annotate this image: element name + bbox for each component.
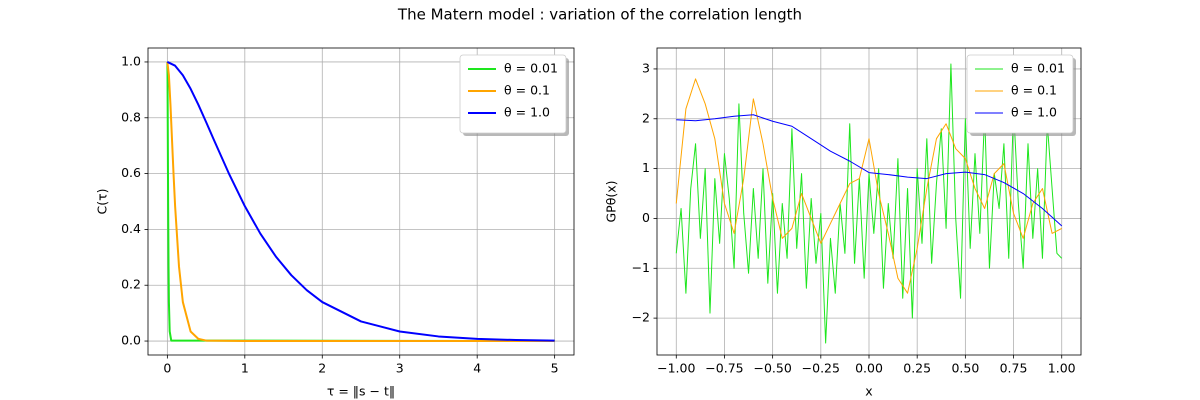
x-tick-label: 0.00 bbox=[855, 361, 883, 376]
y-axis-label: GPθ(x) bbox=[604, 180, 619, 222]
axes-frame bbox=[656, 47, 1082, 356]
y-tick-label: −1 bbox=[632, 260, 650, 275]
x-tick-label: −0.75 bbox=[705, 361, 743, 376]
series-line bbox=[166, 61, 555, 343]
y-tick-label: 0.2 bbox=[121, 277, 141, 292]
y-tick-label: 0.6 bbox=[121, 165, 141, 180]
legend-label: θ = 0.1 bbox=[1011, 83, 1057, 98]
x-tick-label: 3 bbox=[396, 361, 404, 376]
series-line bbox=[166, 61, 555, 343]
x-tick-label: 4 bbox=[473, 361, 481, 376]
x-axis-label: x bbox=[865, 384, 872, 399]
x-axis-label: τ = ‖s − t‖ bbox=[327, 384, 395, 399]
y-axis-label: C(τ) bbox=[95, 188, 110, 214]
series-line bbox=[675, 63, 1063, 344]
x-tick-label: −1.00 bbox=[657, 361, 695, 376]
legend-label: θ = 1.0 bbox=[504, 105, 550, 120]
y-tick-label: 1.0 bbox=[121, 53, 141, 68]
x-tick-label: 0.75 bbox=[1000, 361, 1028, 376]
y-tick-label: 0 bbox=[642, 210, 650, 225]
series-line bbox=[676, 114, 1063, 227]
y-tick-label: 2 bbox=[642, 110, 650, 125]
series-line bbox=[166, 61, 555, 342]
y-tick-label: 3 bbox=[642, 60, 650, 75]
y-tick-label: 0.8 bbox=[121, 109, 141, 124]
legend-label: θ = 0.01 bbox=[504, 61, 558, 76]
x-tick-label: 0 bbox=[163, 361, 171, 376]
legend-label: θ = 1.0 bbox=[1011, 105, 1057, 120]
x-tick-label: 1.00 bbox=[1048, 361, 1076, 376]
x-tick-label: −0.50 bbox=[753, 361, 791, 376]
x-tick-label: 0.25 bbox=[903, 361, 931, 376]
x-tick-label: −0.25 bbox=[802, 361, 840, 376]
axes-frame bbox=[147, 47, 575, 356]
x-tick-label: 0.50 bbox=[951, 361, 979, 376]
y-tick-label: −2 bbox=[632, 310, 650, 325]
y-tick-label: 0.0 bbox=[121, 333, 141, 348]
figure-title: The Matern model : variation of the corr… bbox=[397, 6, 802, 24]
series-line bbox=[675, 78, 1062, 294]
x-tick-label: 2 bbox=[318, 361, 326, 376]
legend-label: θ = 0.01 bbox=[1011, 61, 1065, 76]
y-tick-label: 1 bbox=[642, 160, 650, 175]
x-tick-label: 5 bbox=[551, 361, 559, 376]
x-tick-label: 1 bbox=[241, 361, 249, 376]
legend-label: θ = 0.1 bbox=[504, 83, 550, 98]
y-tick-label: 0.4 bbox=[121, 221, 141, 236]
